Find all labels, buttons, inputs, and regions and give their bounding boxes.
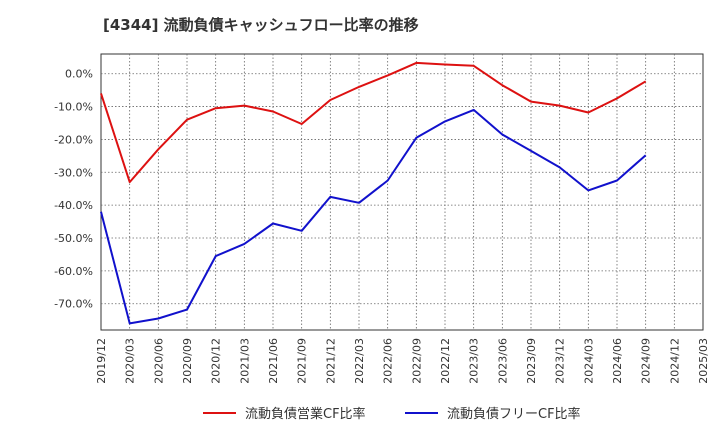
legend: 流動負債営業CF比率 流動負債フリーCF比率 — [203, 406, 581, 422]
series-line-2 — [100, 108, 647, 325]
legend-label-2: 流動負債フリーCF比率 — [447, 406, 581, 422]
x-tick-label: 2022/06 — [382, 338, 395, 384]
x-tick-label: 2020/12 — [210, 338, 223, 384]
x-tick-label: 2023/06 — [496, 338, 509, 384]
x-tick-label: 2023/12 — [554, 338, 567, 384]
x-tick-label: 2019/12 — [95, 338, 108, 384]
x-tick-label: 2020/09 — [181, 338, 194, 384]
x-tick-label: 2022/03 — [353, 338, 366, 384]
series-lines — [100, 61, 647, 325]
x-tick-label: 2025/03 — [697, 338, 710, 384]
x-tick-label: 2024/06 — [611, 338, 624, 384]
x-tick-label: 2022/12 — [439, 338, 452, 384]
x-axis: 2019/12 2020/03 2020/06 2020/09 2020/12 2021/… — [95, 338, 710, 384]
y-tick-label: -60.0% — [54, 265, 93, 278]
y-tick-label: -50.0% — [54, 232, 93, 245]
y-tick-label: -70.0% — [54, 298, 93, 311]
chart-title: [4344] 流動負債キャッシュフロー比率の推移 — [103, 16, 419, 34]
x-tick-label: 2021/03 — [238, 338, 251, 384]
legend-label-1: 流動負債営業CF比率 — [245, 406, 366, 422]
y-axis: 0.0% -10.0% -20.0% -30.0% -40.0% -50.0% -60.0%… — [54, 68, 93, 311]
series-line-1 — [100, 61, 647, 184]
x-tick-label: 2022/09 — [410, 338, 423, 384]
y-tick-label: -10.0% — [54, 101, 93, 114]
x-tick-label: 2023/09 — [525, 338, 538, 384]
x-tick-label: 2020/06 — [152, 338, 165, 384]
x-tick-label: 2024/09 — [640, 338, 653, 384]
x-tick-label: 2024/03 — [582, 338, 595, 384]
x-tick-label: 2024/12 — [668, 338, 681, 384]
y-tick-label: -40.0% — [54, 199, 93, 212]
x-tick-label: 2021/09 — [296, 338, 309, 384]
y-tick-label: -30.0% — [54, 166, 93, 179]
x-tick-label: 2023/03 — [468, 338, 481, 384]
y-tick-label: -20.0% — [54, 133, 93, 146]
x-tick-label: 2020/03 — [124, 338, 137, 384]
plot-area — [100, 53, 704, 331]
grid-lines — [101, 54, 703, 330]
x-tick-label: 2021/06 — [267, 338, 280, 384]
y-tick-label: 0.0% — [65, 68, 93, 81]
x-tick-label: 2021/12 — [324, 338, 337, 384]
